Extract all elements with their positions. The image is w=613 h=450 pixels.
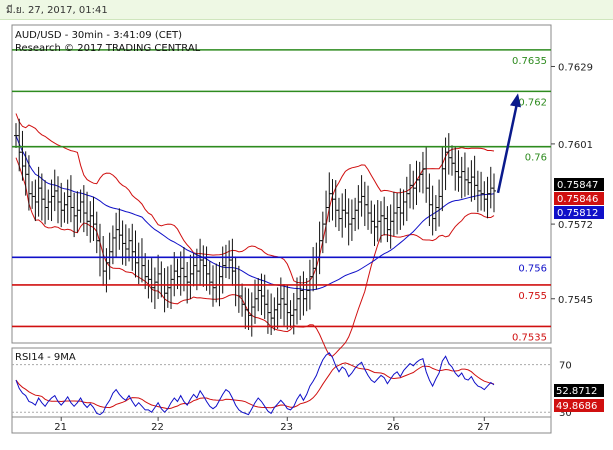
x-tick-label: 23 (280, 422, 293, 433)
rsi-y-tick-label: 30 (559, 408, 572, 419)
level-label: 0.762 (518, 97, 547, 108)
y-tick-label: 0.7629 (558, 62, 593, 73)
value-tag-box (554, 192, 604, 205)
y-tick-label: 0.7545 (558, 295, 593, 306)
y-tick-label: 0.7601 (558, 140, 593, 151)
x-tick-label: 26 (387, 422, 400, 433)
chart-subtitle: Research © 2017 TRADING CENTRAL (15, 43, 201, 54)
rsi-ma-line (15, 362, 495, 410)
rsi-tag-label: 52.8712 (556, 386, 597, 397)
level-label: 0.756 (518, 263, 547, 274)
value-tag-box (554, 178, 604, 191)
level-label: 0.7635 (512, 56, 547, 67)
value-tag-box (554, 206, 604, 219)
x-tick-label: 27 (477, 422, 490, 433)
header-bar: มี.ย. 27, 2017, 01:41 (0, 0, 613, 20)
x-tick-label: 21 (54, 422, 67, 433)
chart-title: AUD/USD - 30min - 3:41:09 (CET) (15, 30, 182, 41)
forecast-arrow-head (510, 93, 521, 108)
value-tag-label: 0.75846 (557, 194, 598, 205)
value-tag-label: 0.75847 (557, 180, 598, 191)
x-tick-label: 22 (151, 422, 164, 433)
value-tag-label: 0.75812 (557, 208, 598, 219)
rsi-tag-box (554, 399, 604, 412)
rsi-y-tick-label: 70 (559, 361, 572, 372)
y-tick-label: 0.7572 (558, 220, 593, 231)
rsi-title: RSI14 - 9MA (15, 352, 76, 363)
level-label: 0.755 (518, 291, 547, 302)
rsi-tag-box (554, 384, 604, 397)
header-timestamp: มี.ย. 27, 2017, 01:41 (6, 5, 108, 16)
forecast-arrow-shaft (496, 103, 519, 194)
moving-average-line (15, 135, 495, 291)
rsi-tag-label: 49.8686 (556, 401, 597, 412)
level-label: 0.7535 (512, 332, 547, 343)
rsi-line (15, 352, 495, 416)
price-panel-frame (11, 24, 552, 344)
level-label: 0.76 (525, 153, 547, 164)
x-axis-strip (11, 416, 552, 434)
bollinger-upper-band (15, 113, 495, 284)
